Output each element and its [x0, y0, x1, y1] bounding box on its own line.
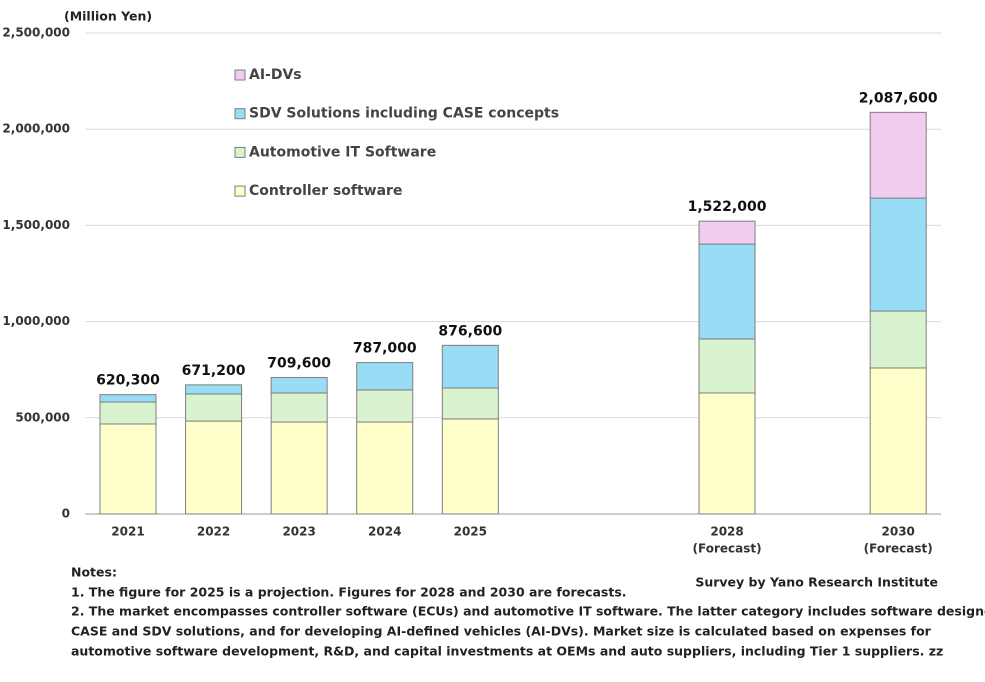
total-label: 2,087,600	[859, 90, 938, 106]
bar-segment	[270, 376, 328, 394]
total-label: 787,000	[353, 341, 417, 357]
y-tick-label: 0	[62, 507, 70, 521]
bar-segment	[270, 392, 328, 423]
legend-swatch	[234, 69, 246, 81]
bar-segment	[185, 420, 243, 515]
bar-segment	[869, 310, 927, 369]
x-tick-note: (Forecast)	[693, 542, 762, 556]
bar-segment	[356, 421, 414, 515]
y-tick-label: 500,000	[15, 410, 70, 424]
bar-segment	[698, 338, 756, 394]
bar-segment	[869, 197, 927, 312]
bar-segment	[185, 384, 243, 395]
note-line: automotive software development, R&D, an…	[71, 644, 943, 659]
bar-segment	[99, 394, 157, 403]
x-tick-label: 2024	[368, 525, 401, 539]
bar-segment	[441, 387, 499, 420]
bar-segment	[99, 423, 157, 515]
total-label: 1,522,000	[688, 199, 767, 215]
x-tick-label: 2022	[197, 525, 230, 539]
bar-segment	[698, 220, 756, 245]
bar-segment	[356, 362, 414, 391]
y-tick-label: 1,500,000	[2, 218, 70, 232]
source: Survey by Yano Research Institute	[695, 575, 938, 590]
legend-label: Automotive IT Software	[249, 144, 436, 160]
note-line: 2. The market encompasses controller sof…	[71, 604, 985, 619]
legend-label: AI-DVs	[249, 67, 302, 83]
bar-segment	[869, 111, 927, 199]
bar-segment	[270, 421, 328, 515]
y-tick-label: 2,000,000	[2, 122, 70, 136]
bar-segment	[698, 243, 756, 340]
total-label: 620,300	[96, 373, 160, 389]
y-tick-label: 2,500,000	[2, 26, 70, 40]
x-tick-label: 2028	[710, 525, 743, 539]
bar-segment	[441, 418, 499, 515]
total-label: 671,200	[182, 363, 246, 379]
x-tick-note: (Forecast)	[864, 542, 933, 556]
unit-label: (Million Yen)	[64, 9, 152, 24]
x-tick-label: 2021	[111, 525, 144, 539]
bar-segment	[869, 367, 927, 515]
total-label: 876,600	[438, 323, 502, 339]
legend-label: Controller software	[249, 183, 402, 199]
bar-segment	[99, 401, 157, 425]
legend-swatch	[234, 185, 246, 197]
legend-swatch	[234, 108, 246, 120]
note-line: Notes:	[71, 565, 117, 580]
bar-segment	[356, 389, 414, 423]
y-tick-label: 1,000,000	[2, 314, 70, 328]
legend-swatch	[234, 146, 246, 158]
total-label: 709,600	[267, 355, 331, 371]
x-tick-label: 2025	[454, 525, 487, 539]
x-tick-label: 2023	[282, 525, 315, 539]
x-tick-label: 2030	[882, 525, 915, 539]
note-line: CASE and SDV solutions, and for developi…	[71, 624, 932, 639]
note-line: 1. The figure for 2025 is a projection. …	[71, 585, 627, 600]
legend-label: SDV Solutions including CASE concepts	[249, 106, 559, 122]
bar-segment	[698, 392, 756, 515]
bar-segment	[185, 393, 243, 422]
bar-segment	[441, 344, 499, 389]
